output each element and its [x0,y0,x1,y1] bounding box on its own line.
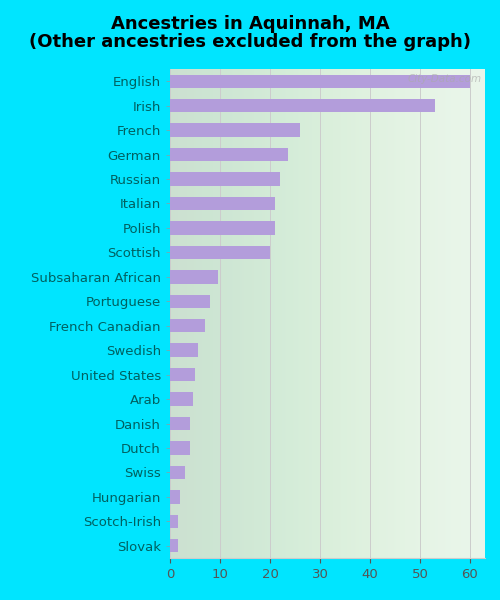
Bar [170,343,198,357]
Text: Ancestries in Aquinnah, MA: Ancestries in Aquinnah, MA [110,15,390,33]
Bar [170,441,190,455]
Bar [170,295,210,308]
Bar [170,368,195,382]
Bar [170,148,288,161]
Bar [170,124,300,137]
Bar [170,74,470,88]
Bar [170,172,280,186]
Bar [170,539,177,553]
Bar [170,417,190,430]
Bar [170,515,177,528]
Bar [170,245,270,259]
Bar [170,392,192,406]
Text: City-Data.com: City-Data.com [408,74,482,84]
Bar [170,466,185,479]
Bar [170,197,275,210]
Bar [170,270,218,284]
Bar [170,99,435,112]
Bar [170,319,205,332]
Text: (Other ancestries excluded from the graph): (Other ancestries excluded from the grap… [29,33,471,51]
Bar [170,490,180,503]
Bar [170,221,275,235]
